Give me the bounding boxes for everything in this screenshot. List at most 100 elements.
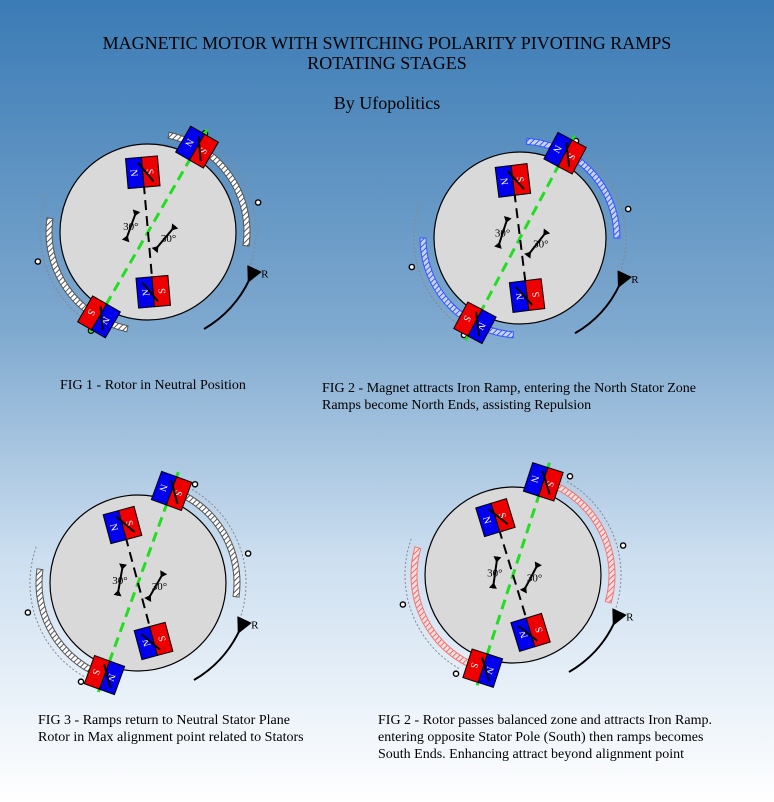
pivot-wedge <box>519 586 527 594</box>
anchor-point <box>244 550 252 557</box>
anchor-point <box>408 263 416 271</box>
magnet-south-half <box>538 466 564 502</box>
alignment-line <box>464 134 576 342</box>
magnet-north-label: N <box>141 288 153 296</box>
magnet-south-half <box>510 163 532 196</box>
pivot-axle <box>519 561 542 594</box>
ramp-upper <box>545 478 616 604</box>
pivot-axle <box>113 563 127 597</box>
magnet-south-half <box>76 295 108 331</box>
pivot-mark <box>140 633 161 651</box>
magnet-north-label: N <box>518 629 531 639</box>
angle-label: 30° <box>112 575 127 587</box>
rotation-arrow <box>574 270 633 335</box>
pivot-axle <box>144 570 168 602</box>
pivot-mark <box>475 311 481 337</box>
magnet-south-half <box>462 648 488 684</box>
pivot-mark <box>115 515 136 533</box>
magnet-south-label: S <box>531 291 543 298</box>
anchor-point <box>24 609 32 616</box>
magnet-north-label: N <box>128 169 140 177</box>
pivot-wedge <box>543 228 551 236</box>
magnet-south-label: S <box>157 634 169 642</box>
angle-label: 30° <box>527 573 542 585</box>
fig1-caption-line: FIG 1 - Rotor in Neutral Position <box>60 378 246 393</box>
magnet-south-label: S <box>144 168 155 175</box>
magnet-south-label: S <box>172 489 184 498</box>
magnet-south-label: S <box>543 479 555 488</box>
magnet: NS <box>83 654 126 696</box>
title-line-2: ROTATING STAGES <box>307 53 467 73</box>
pivot-mark <box>506 170 525 190</box>
byline: By Ufopolitics <box>333 93 441 113</box>
rotation-label: R <box>626 612 634 624</box>
title-line-1: MAGNETIC MOTOR WITH SWITCHING POLARITY P… <box>102 33 672 53</box>
magnet: NS <box>453 301 497 345</box>
fig2-caption-line: Ramps become North Ends, assisting Repul… <box>322 398 592 413</box>
pivot-wedge <box>113 589 122 597</box>
magnet-south-label: S <box>196 145 208 155</box>
magnet-south-half <box>149 621 174 657</box>
anchor-point <box>619 542 627 549</box>
angle-label: 30° <box>533 239 548 251</box>
angle-label: 30° <box>487 567 502 579</box>
pivot-wedge <box>534 561 542 569</box>
pivot-mark <box>170 479 179 504</box>
magnet-south-label: S <box>514 176 526 183</box>
fig3-caption-line: Rotor in Max alignment point related to … <box>38 730 304 745</box>
magnet-north-label: N <box>182 136 195 148</box>
fig3-caption: FIG 3 - Ramps return to Neutral Stator P… <box>38 712 304 746</box>
anchor-point <box>254 199 262 206</box>
pivot-wedge <box>144 594 152 602</box>
pivot-axle <box>121 209 141 243</box>
fig3-caption-line: FIG 3 - Ramps return to Neutral Stator P… <box>38 713 290 728</box>
magnet: NS <box>150 470 193 512</box>
pivot-wedge <box>488 582 497 589</box>
anchor-point <box>191 480 199 488</box>
fig4-caption-line: FIG 2 - Rotor passes balanced zone and a… <box>378 713 712 728</box>
pivot-axle <box>494 215 512 249</box>
angle-label: 30° <box>495 227 510 239</box>
pivot-wedge <box>151 245 159 253</box>
pivot-mark <box>565 142 571 167</box>
magnet-north-label: N <box>550 143 563 155</box>
magnet-south-half <box>188 133 220 169</box>
magnet: NS <box>462 648 504 689</box>
pivot-mark <box>517 624 538 642</box>
pivot-mark <box>103 664 112 689</box>
anchor-point <box>566 472 574 480</box>
pivot-mark <box>541 470 551 495</box>
magnet: NS <box>76 295 122 339</box>
stator-outline <box>572 145 627 275</box>
angle-label: 30° <box>152 581 167 593</box>
magnet-north-label: N <box>107 523 119 533</box>
magnet-south-half <box>557 139 587 175</box>
magnet-south-label: S <box>496 511 508 520</box>
rotation-label: R <box>631 274 639 286</box>
magnet-south-label: S <box>460 313 472 323</box>
magnet-north-label: N <box>156 482 169 493</box>
pivot-mark <box>515 286 534 306</box>
angle-label: 30° <box>123 221 138 233</box>
magnet-north-label: N <box>498 177 510 186</box>
pivot-wedge <box>119 563 127 571</box>
pivot-axle <box>151 223 179 253</box>
fig4-caption-line: South Ends. Enhancing attract beyond ali… <box>378 747 684 762</box>
magnet-south-half <box>525 612 551 648</box>
anchor-point <box>624 205 632 213</box>
pivot-wedge <box>171 223 179 231</box>
anchor-point <box>34 258 42 265</box>
anchor-point <box>452 670 460 678</box>
fig2-caption-line: FIG 2 - Magnet attracts Iron Ramp, enter… <box>322 381 697 396</box>
pivot-axle <box>488 556 502 589</box>
pivot-wedge <box>121 235 130 243</box>
